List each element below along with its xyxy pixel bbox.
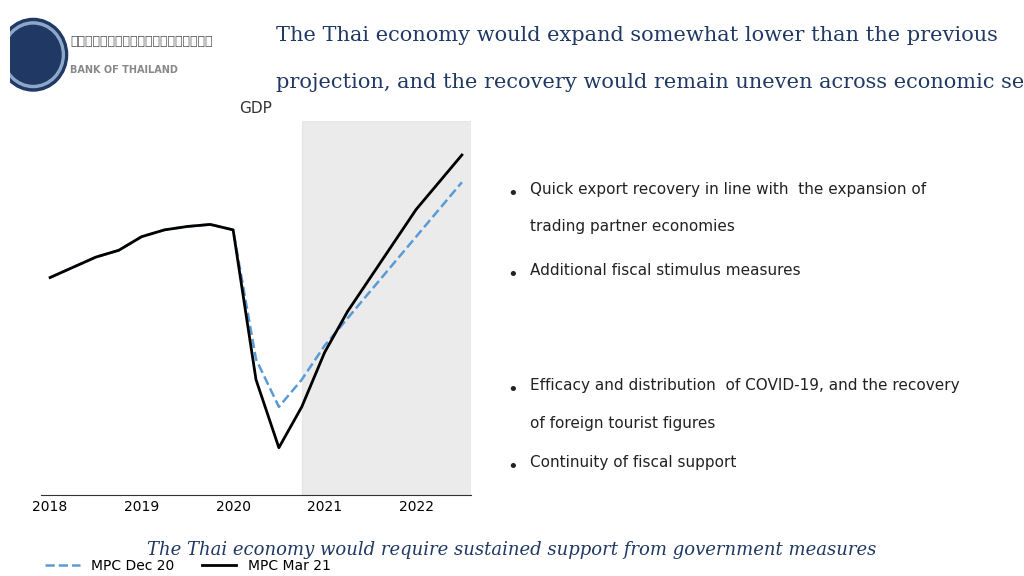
Legend: MPC Dec 20, MPC Mar 21: MPC Dec 20, MPC Mar 21	[39, 553, 336, 576]
Text: trading partner economies: trading partner economies	[530, 219, 735, 234]
Text: •: •	[507, 185, 518, 203]
Text: Quick export recovery in line with  the expansion of: Quick export recovery in line with the e…	[530, 182, 927, 198]
Text: The Thai economy would require sustained support from government measures: The Thai economy would require sustained…	[147, 541, 877, 559]
Text: BANK OF THAILAND: BANK OF THAILAND	[70, 65, 178, 75]
Text: •: •	[507, 458, 518, 476]
Text: Additional fiscal stimulus measures: Additional fiscal stimulus measures	[530, 263, 801, 278]
Text: projection, and the recovery would remain uneven across economic sectors: projection, and the recovery would remai…	[276, 73, 1024, 92]
Text: The Thai economy would expand somewhat lower than the previous: The Thai economy would expand somewhat l…	[276, 26, 998, 45]
Text: Efficacy and distribution  of COVID-19, and the recovery: Efficacy and distribution of COVID-19, a…	[530, 378, 959, 393]
Text: •: •	[507, 266, 518, 285]
Text: of foreign tourist figures: of foreign tourist figures	[530, 416, 716, 431]
Text: ธนาคารแห่งประเทศไทย: ธนาคารแห่งประเทศไทย	[70, 35, 213, 48]
Circle shape	[2, 22, 65, 88]
Title: GDP: GDP	[240, 101, 272, 116]
Text: Significant risks: Significant risks	[505, 332, 655, 350]
Circle shape	[5, 25, 61, 84]
Bar	[302, 121, 471, 495]
Text: Continuity of fiscal support: Continuity of fiscal support	[530, 456, 736, 471]
Text: •: •	[507, 381, 518, 399]
Text: Main drivers: Main drivers	[505, 137, 622, 154]
Circle shape	[0, 18, 68, 91]
